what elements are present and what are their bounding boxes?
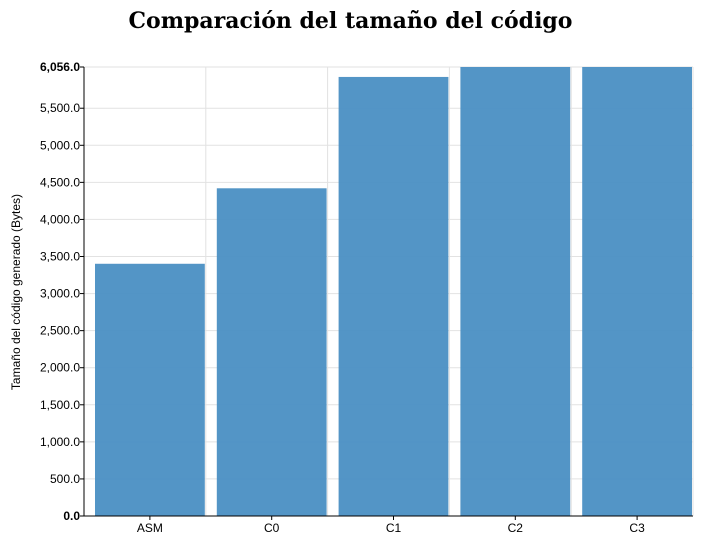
y-tick-label: 2,000.0 (40, 361, 80, 375)
y-tick-label: 3,000.0 (40, 287, 80, 301)
y-tick-label: 4,500.0 (40, 175, 80, 189)
x-tick-label: C2 (508, 521, 524, 535)
x-tick-label: C1 (386, 521, 402, 535)
y-tick-label: 500.0 (50, 472, 80, 486)
y-tick-label: 4,000.0 (40, 212, 80, 226)
y-tick-label: 0.0 (63, 509, 80, 523)
bar-c3 (582, 67, 692, 516)
bar-asm (95, 263, 205, 516)
chart-title: Comparación del tamaño del código (128, 8, 573, 34)
bar-c1 (338, 76, 449, 517)
bar-c0 (216, 188, 327, 517)
axes (80, 66, 693, 520)
x-tick-labels: ASM C0 C1 C2 C3 (137, 521, 645, 535)
y-tick-label: 6,056.0 (40, 60, 80, 74)
x-tick-label: ASM (137, 521, 163, 535)
x-tick-label: C3 (629, 521, 645, 535)
y-tick-label: 2,500.0 (40, 324, 80, 338)
y-tick-labels: 0.0 500.0 1,000.0 1,500.0 2,000.0 2,500.0 3,00… (40, 60, 80, 523)
bar-c2 (460, 67, 571, 516)
x-tick-label: C0 (264, 521, 280, 535)
bars (95, 67, 692, 517)
y-tick-label: 1,500.0 (40, 398, 80, 412)
y-axis-title: Tamaño del código generado (Bytes) (9, 194, 23, 390)
y-tick-label: 5,500.0 (40, 101, 80, 115)
y-tick-label: 3,500.0 (40, 250, 80, 264)
y-tick-label: 1,000.0 (40, 435, 80, 449)
y-tick-label: 5,000.0 (40, 138, 80, 152)
